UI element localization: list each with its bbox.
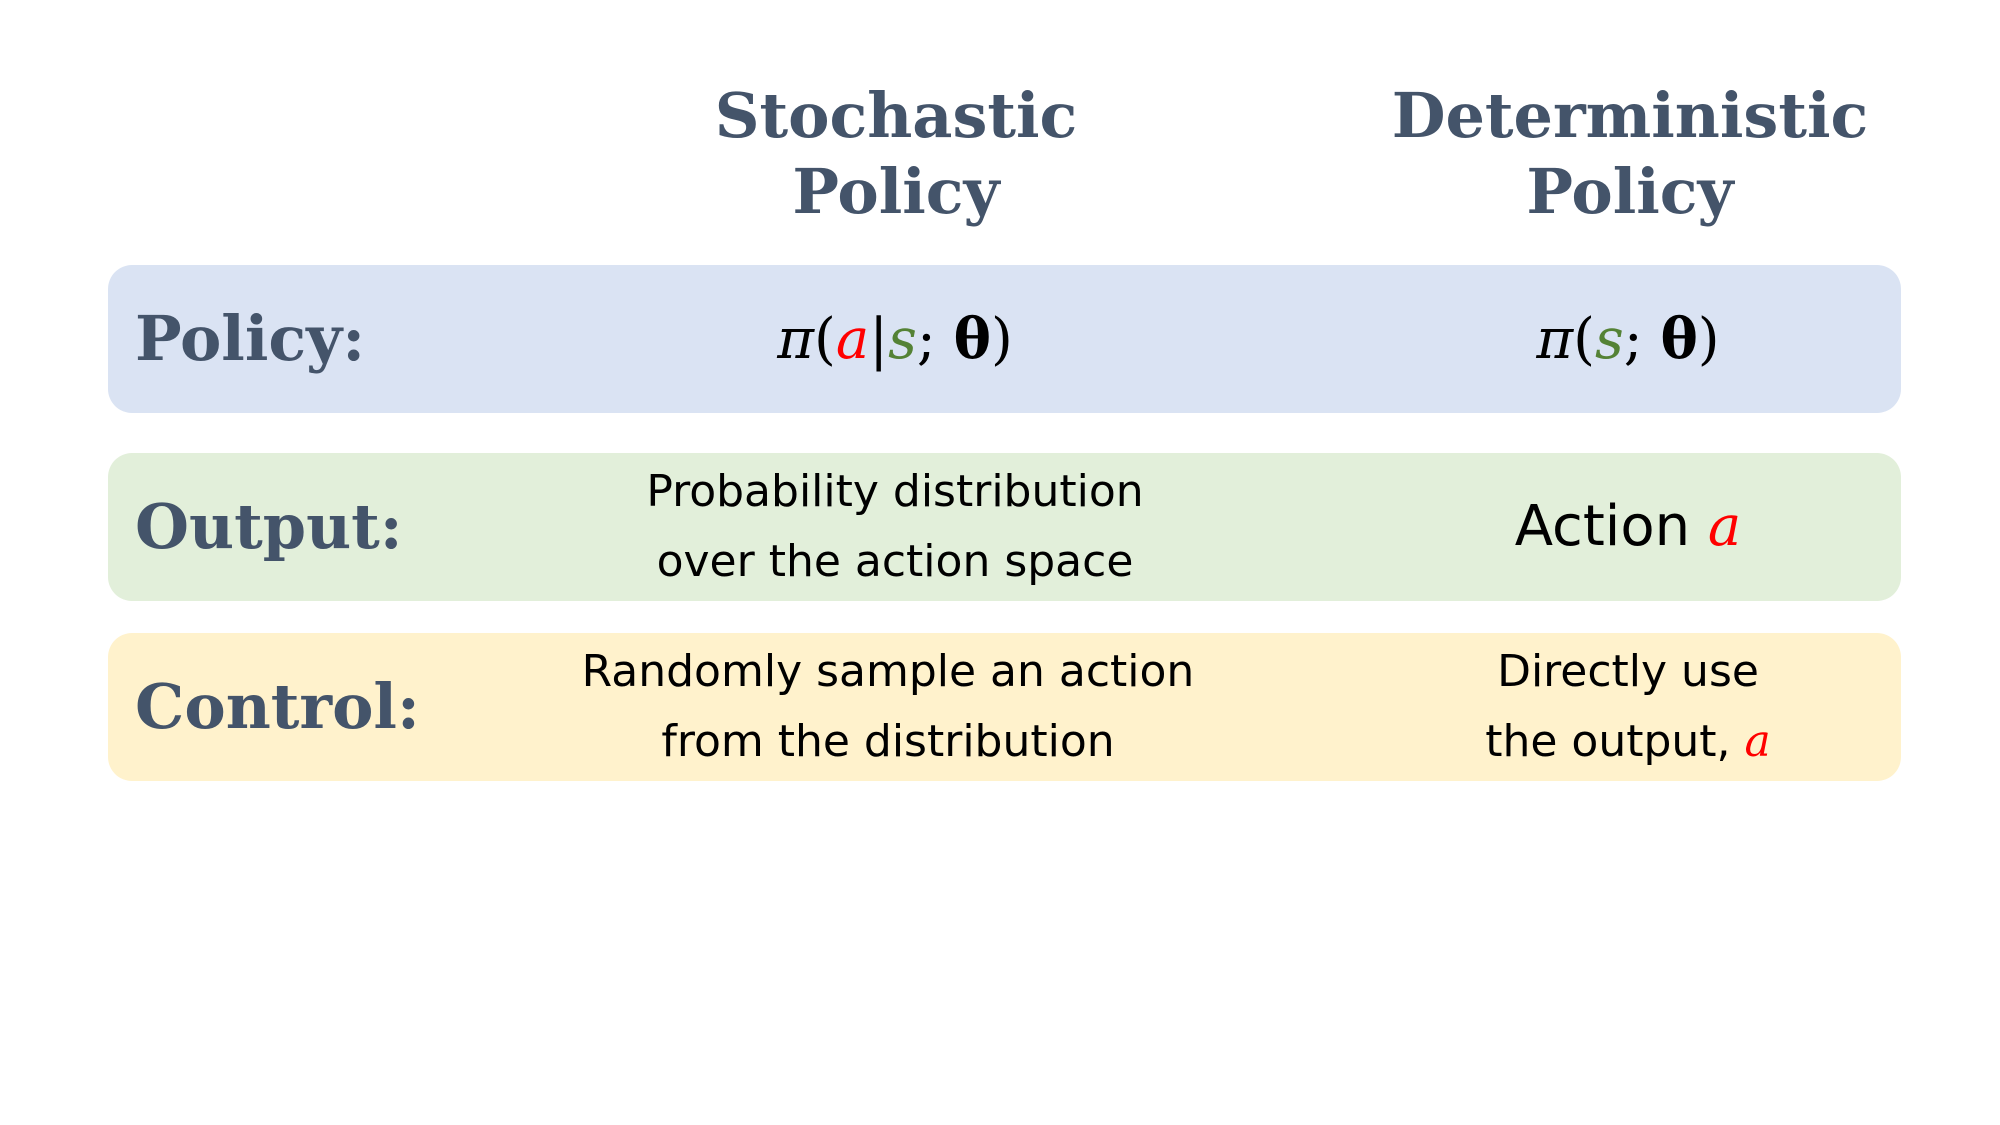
state-symbol: s [1595,306,1624,372]
control-stochastic-line1: Randomly sample an action [581,646,1195,697]
conditional-bar: | [869,306,889,372]
header-deterministic-line1: Deterministic [1391,79,1869,152]
row-control-label: Control: [135,670,420,743]
header-stochastic-policy: Stochastic Policy [616,78,1176,230]
cell-control-deterministic: Directly use the output, a [1328,633,1928,781]
open-paren: ( [1573,306,1595,372]
output-stochastic-line2: over the action space [656,536,1134,587]
control-deterministic-line1: Directly use [1497,646,1759,697]
control-deterministic-line2: the output, a [1485,707,1771,777]
formula-stochastic-policy: π(a|s; θ) [777,304,1013,375]
close-paren: ) [1697,306,1720,372]
row-policy: Policy: π(a|s; θ) π(s; θ) [108,265,1901,413]
pi-symbol: π [1536,306,1574,372]
formula-deterministic-policy: π(s; θ) [1536,304,1719,375]
action-symbol: a [1707,494,1742,559]
theta-symbol: θ [953,305,991,372]
state-symbol: s [888,306,917,372]
cell-control-stochastic: Randomly sample an action from the distr… [568,633,1208,781]
header-deterministic-line2: Policy [1526,155,1734,228]
theta-symbol: θ [1660,305,1698,372]
pi-symbol: π [777,306,815,372]
output-deterministic-label: Action [1514,494,1708,559]
cell-policy-stochastic: π(a|s; θ) [595,265,1195,413]
cell-output-stochastic: Probability distribution over the action… [595,453,1195,601]
cell-policy-deterministic: π(s; θ) [1328,265,1928,413]
header-deterministic-policy: Deterministic Policy [1350,78,1910,230]
semicolon: ; [916,306,936,372]
row-policy-label: Policy: [135,302,366,375]
cell-output-deterministic: Action a [1328,453,1928,601]
header-stochastic-line2: Policy [792,155,1000,228]
output-stochastic-line1: Probability distribution [646,466,1144,517]
control-stochastic-line2: from the distribution [661,716,1115,767]
row-output-label: Output: [135,490,403,563]
row-output: Output: Probability distribution over th… [108,453,1901,601]
row-control: Control: Randomly sample an action from … [108,633,1901,781]
output-deterministic-text: Action a [1515,492,1742,562]
close-paren: ) [990,306,1013,372]
action-symbol: a [1744,716,1771,767]
action-symbol: a [835,306,870,372]
control-deterministic-line2-text: the output, [1485,716,1745,767]
open-paren: ( [814,306,836,372]
header-stochastic-line1: Stochastic [714,79,1078,152]
semicolon: ; [1623,306,1643,372]
